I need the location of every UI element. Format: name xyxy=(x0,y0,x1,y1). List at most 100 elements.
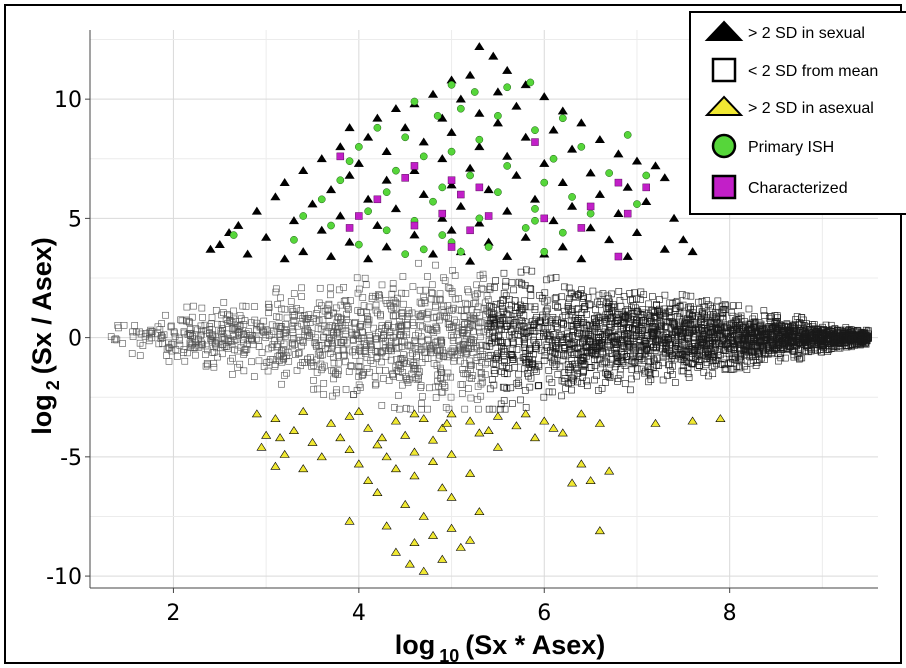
point-within-2sd xyxy=(447,347,455,355)
legend-marker-circle xyxy=(711,133,737,159)
point-within-2sd xyxy=(674,312,681,320)
point-within-2sd xyxy=(362,348,369,355)
point-within-2sd xyxy=(598,332,606,340)
point-within-2sd xyxy=(428,281,436,289)
point-within-2sd xyxy=(506,331,513,339)
point-sexual xyxy=(335,142,346,151)
point-within-2sd xyxy=(295,333,303,341)
point-within-2sd xyxy=(841,330,849,337)
point-within-2sd xyxy=(565,366,572,374)
point-within-2sd xyxy=(737,315,745,322)
point-sexual xyxy=(594,135,605,144)
point-within-2sd xyxy=(314,350,322,358)
point-asexual xyxy=(409,447,420,456)
point-within-2sd xyxy=(302,316,310,323)
point-within-2sd xyxy=(737,351,744,359)
point-within-2sd xyxy=(661,350,669,357)
point-within-2sd xyxy=(384,322,391,329)
point-within-2sd xyxy=(824,330,832,338)
point-within-2sd xyxy=(540,357,548,365)
point-within-2sd xyxy=(680,367,687,375)
point-within-2sd xyxy=(563,322,571,330)
point-within-2sd xyxy=(393,355,400,363)
point-within-2sd xyxy=(297,307,305,314)
point-within-2sd xyxy=(550,331,558,338)
point-within-2sd xyxy=(230,307,237,315)
point-sexual xyxy=(381,175,392,184)
point-within-2sd xyxy=(450,333,457,341)
point-within-2sd xyxy=(625,324,633,331)
point-within-2sd xyxy=(418,400,425,407)
point-within-2sd xyxy=(379,341,387,349)
point-within-2sd xyxy=(586,301,594,308)
point-characterized xyxy=(438,209,447,218)
point-within-2sd xyxy=(664,318,672,326)
point-sexual xyxy=(325,251,337,260)
point-within-2sd xyxy=(486,385,494,393)
point-within-2sd xyxy=(800,316,807,324)
point-within-2sd xyxy=(661,305,669,313)
point-within-2sd xyxy=(627,350,634,358)
point-within-2sd xyxy=(614,353,621,360)
legend: > 2 SD in sexual < 2 SD from mean > 2 SD i… xyxy=(689,11,906,215)
point-within-2sd xyxy=(477,353,485,361)
point-within-2sd xyxy=(255,337,262,344)
point-within-2sd xyxy=(412,353,420,361)
point-within-2sd xyxy=(372,293,380,300)
point-within-2sd xyxy=(527,292,535,299)
point-within-2sd xyxy=(513,346,521,353)
point-within-2sd xyxy=(400,300,407,308)
point-within-2sd xyxy=(638,331,645,339)
point-within-2sd xyxy=(335,286,343,294)
legend-label: > 2 SD in asexual xyxy=(748,100,874,117)
point-within-2sd xyxy=(815,333,823,340)
point-asexual xyxy=(400,430,411,439)
point-characterized xyxy=(447,176,456,184)
point-sexual xyxy=(669,213,680,222)
point-within-2sd xyxy=(558,293,566,301)
point-within-2sd xyxy=(239,302,247,310)
point-asexual xyxy=(576,409,587,418)
point-sexual xyxy=(251,206,262,215)
point-asexual xyxy=(567,478,578,487)
point-within-2sd xyxy=(290,319,298,326)
point-within-2sd xyxy=(432,261,439,269)
point-within-2sd xyxy=(320,333,328,341)
point-within-2sd xyxy=(356,363,364,371)
point-within-2sd xyxy=(115,324,122,332)
point-within-2sd xyxy=(573,305,581,313)
point-within-2sd xyxy=(275,313,283,321)
point-asexual xyxy=(437,554,448,563)
point-within-2sd xyxy=(265,332,273,339)
point-within-2sd xyxy=(353,387,361,394)
point-within-2sd xyxy=(473,354,481,361)
point-within-2sd xyxy=(519,305,527,312)
point-asexual xyxy=(298,464,309,473)
point-within-2sd xyxy=(574,329,582,337)
point-within-2sd xyxy=(306,332,313,339)
point-within-2sd xyxy=(467,394,475,402)
point-within-2sd xyxy=(486,285,494,293)
point-within-2sd xyxy=(755,319,763,326)
point-within-2sd xyxy=(694,342,702,350)
point-within-2sd xyxy=(798,314,805,322)
legend-marker-triangle xyxy=(704,95,744,116)
point-within-2sd xyxy=(192,351,199,359)
point-within-2sd xyxy=(554,303,561,311)
point-within-2sd xyxy=(659,359,667,367)
point-primary-ish xyxy=(456,104,465,113)
point-within-2sd xyxy=(382,338,389,345)
point-within-2sd xyxy=(661,313,669,320)
figure-frame xyxy=(4,4,902,664)
point-within-2sd xyxy=(352,318,359,326)
point-within-2sd xyxy=(343,302,350,309)
point-within-2sd xyxy=(542,308,550,316)
point-within-2sd xyxy=(425,335,432,343)
point-characterized xyxy=(577,224,586,232)
point-within-2sd xyxy=(407,405,414,413)
point-within-2sd xyxy=(558,377,566,385)
point-within-2sd xyxy=(317,352,324,359)
point-primary-ish xyxy=(419,245,428,254)
point-within-2sd xyxy=(466,357,474,365)
point-within-2sd xyxy=(326,322,333,330)
